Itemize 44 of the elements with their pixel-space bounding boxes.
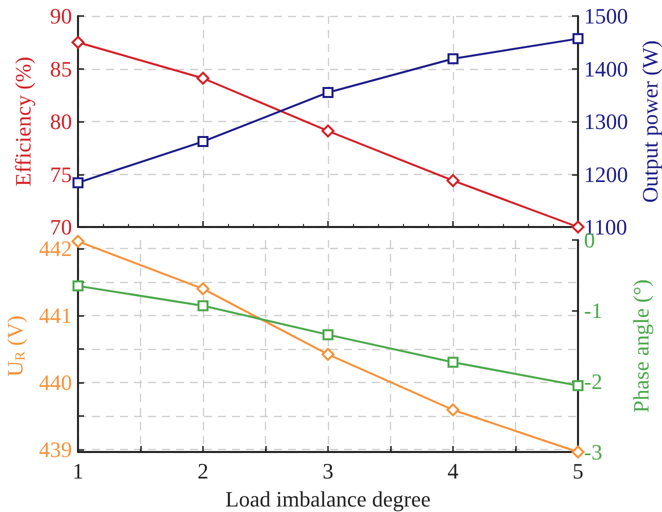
x-tick-label: 4 — [448, 458, 458, 484]
point — [196, 72, 210, 85]
y-axis-title: Efficiency (%) — [10, 56, 36, 186]
point — [322, 86, 334, 98]
y2-axis-title: Phase angle (°) — [628, 279, 654, 413]
point — [198, 300, 208, 312]
y-tick-label: 75 — [50, 162, 72, 187]
point — [322, 124, 334, 138]
x-axis-title: Load imbalance degree — [225, 486, 431, 512]
point — [72, 36, 84, 49]
x-tick-label: 1 — [72, 458, 84, 484]
x-tick-label: 3 — [322, 458, 334, 484]
point — [198, 136, 208, 148]
point — [572, 446, 584, 458]
point — [72, 234, 84, 248]
y-axis-title: UR (V) — [2, 315, 29, 377]
y2-tick-label: 1500 — [584, 4, 628, 28]
y2-tick-label: -1 — [584, 298, 602, 324]
point — [448, 356, 458, 368]
y2-tick-label: 1200 — [584, 162, 628, 187]
y2-axis-title: Output power (W) — [637, 40, 662, 203]
y2-tick-label: 1400 — [584, 56, 628, 82]
point — [446, 403, 460, 416]
y2-tick-label: -3 — [584, 440, 602, 464]
point — [446, 174, 460, 188]
x-tick-label: 5 — [572, 458, 584, 484]
point — [572, 380, 584, 392]
point — [322, 348, 334, 361]
y-tick-label: 439 — [39, 436, 72, 462]
y2-tick-label: 1300 — [584, 109, 628, 134]
point — [448, 53, 458, 64]
y-tick-label: 90 — [50, 4, 72, 28]
y-tick-label: 85 — [50, 56, 72, 82]
y-tick-label: 80 — [50, 109, 72, 134]
point — [572, 33, 584, 44]
point — [572, 220, 584, 234]
y-tick-label: 441 — [39, 303, 72, 328]
point — [72, 280, 84, 292]
point — [72, 177, 84, 188]
point — [196, 282, 210, 296]
y-tick-label: 440 — [39, 370, 72, 395]
x-tick-label: 2 — [198, 458, 208, 484]
point — [322, 329, 334, 340]
y2-tick-label: -2 — [584, 368, 602, 394]
